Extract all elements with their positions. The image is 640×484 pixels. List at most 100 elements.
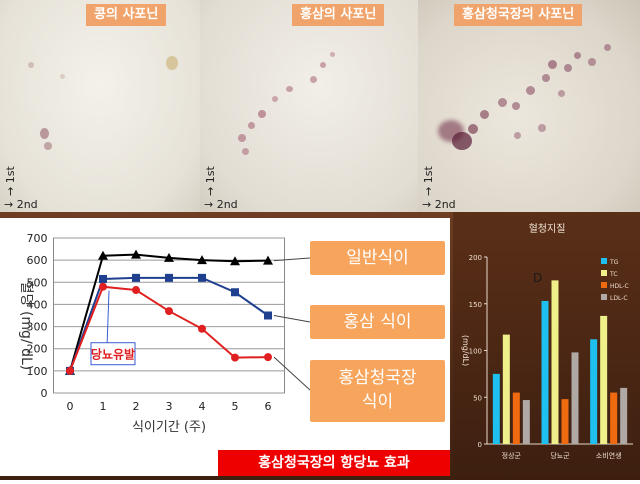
axis-label-1st: → 1st xyxy=(204,166,217,196)
tlc-title-cheonggukjang: 홍삼청국장의 사포닌 xyxy=(454,4,583,26)
data-point xyxy=(197,255,207,265)
saponin-spot xyxy=(28,62,34,68)
data-point xyxy=(132,273,140,282)
annotation-box xyxy=(90,342,136,366)
tlc-title-redginseng: 홍삼의 사포닌 xyxy=(292,4,385,26)
bar xyxy=(492,373,500,444)
saponin-spot xyxy=(468,124,478,134)
annotation-label: 당뇨유발 xyxy=(91,347,135,362)
leader-line xyxy=(273,257,311,262)
data-point xyxy=(165,307,173,316)
y-tick-label: 500 xyxy=(27,276,48,289)
saponin-spot xyxy=(574,52,581,59)
x-tick-label: 정상군 xyxy=(502,451,522,460)
bar-annotation: D xyxy=(533,271,542,285)
legend-swatch xyxy=(601,258,607,264)
tlc-panel-soy: 콩의 사포닌 → 1st → 2nd xyxy=(0,0,200,212)
bar xyxy=(541,300,549,444)
saponin-spot xyxy=(238,134,246,142)
y-tick-label: 200 xyxy=(27,343,48,356)
data-point xyxy=(66,366,74,375)
axis-label-2nd: → 2nd xyxy=(204,198,238,211)
saponin-spot xyxy=(248,122,255,129)
saponin-spot xyxy=(542,74,550,82)
serum-lipid-chart: 혈청지질 0 50 100 150 200 (mg/dL) 정상군 당뇨군 소비연생 D TG TC HD… xyxy=(453,212,640,480)
x-tick-label: 당뇨군 xyxy=(550,451,570,460)
data-point xyxy=(264,353,272,362)
saponin-spot xyxy=(498,98,507,107)
bar xyxy=(610,392,618,444)
y-tick-label: 0 xyxy=(41,387,48,400)
saponin-spot xyxy=(514,132,521,139)
y-tick-label: 50 xyxy=(473,394,482,402)
legend-swatch xyxy=(601,282,607,288)
tlc-panel-redginseng: 홍삼의 사포닌 → 1st → 2nd xyxy=(200,0,418,212)
saponin-spot xyxy=(286,86,293,92)
legend-swatch xyxy=(601,294,607,300)
data-point xyxy=(231,353,239,362)
y-tick-label: 400 xyxy=(27,298,48,311)
bar xyxy=(551,280,559,444)
saponin-spot xyxy=(330,52,335,57)
saponin-spot xyxy=(320,62,326,68)
data-point xyxy=(264,311,272,320)
y-tick-label: 700 xyxy=(27,232,48,245)
saponin-spot xyxy=(40,128,49,139)
saponin-spot xyxy=(452,132,472,150)
x-tick-label: 5 xyxy=(232,400,239,413)
x-tick-label: 소비연생 xyxy=(596,451,622,460)
legend-label: TG xyxy=(609,259,619,266)
y-tick-label: 100 xyxy=(27,365,48,378)
data-point xyxy=(263,255,273,265)
saponin-spot xyxy=(526,86,535,95)
data-point xyxy=(99,282,107,291)
legend-swatch xyxy=(601,270,607,276)
x-tick-label: 2 xyxy=(133,400,140,413)
y-axis-label: 혈당 (mg/ dL) xyxy=(18,281,34,371)
data-point xyxy=(198,273,206,282)
x-tick-label: 1 xyxy=(100,400,107,413)
blood-glucose-chart: 0 100 200 300 400 500 600 700 0 1 2 3 4 5 6 식이기간 (주) 혈당 … xyxy=(0,218,450,476)
bar xyxy=(512,392,520,444)
callout-cheonggukjang-diet: 홍삼청국장 식이 xyxy=(310,360,445,422)
line-chart-svg: 0 100 200 300 400 500 600 700 0 1 2 3 4 5 6 식이기간 (주) 혈당 … xyxy=(18,232,311,435)
tlc-title-soy: 콩의 사포닌 xyxy=(86,4,167,26)
y-tick-label: 600 xyxy=(27,254,48,267)
saponin-spot xyxy=(310,76,317,83)
saponin-spot xyxy=(272,96,278,102)
saponin-spot xyxy=(242,148,249,155)
leader-line xyxy=(273,315,311,323)
y-tick-label: 100 xyxy=(469,348,482,356)
data-point xyxy=(132,286,140,295)
saponin-spot xyxy=(166,56,178,70)
y-tick-label: 300 xyxy=(27,321,48,334)
data-point xyxy=(131,249,141,259)
saponin-spot xyxy=(60,74,65,79)
y-tick-label: 0 xyxy=(478,441,482,449)
legend-label: TC xyxy=(609,271,618,278)
callout-redginseng-diet: 홍삼 식이 xyxy=(310,305,445,339)
bar xyxy=(522,400,530,444)
saponin-spot xyxy=(564,64,572,72)
bar-chart-title: 혈청지질 xyxy=(529,222,566,235)
bar xyxy=(600,315,608,444)
bar xyxy=(590,339,598,444)
bar xyxy=(571,352,579,444)
saponin-spot xyxy=(558,90,565,97)
axis-label-1st: → 1st xyxy=(422,166,435,196)
x-tick-label: 0 xyxy=(67,400,74,413)
data-point xyxy=(165,273,173,282)
y-axis-label: (mg/dL) xyxy=(461,335,470,366)
x-axis-label: 식이기간 (주) xyxy=(132,420,206,435)
x-tick-label: 6 xyxy=(265,400,272,413)
leader-line xyxy=(273,356,311,391)
saponin-spot xyxy=(512,102,520,110)
saponin-spot xyxy=(480,110,489,119)
bar xyxy=(561,399,569,444)
data-point xyxy=(231,288,239,297)
saponin-spot xyxy=(538,124,546,132)
bar xyxy=(620,387,628,444)
saponin-spot xyxy=(258,110,266,118)
data-point xyxy=(98,250,108,260)
tlc-panel-cheonggukjang: 홍삼청국장의 사포닌 → 1st → 2nd xyxy=(418,0,640,212)
